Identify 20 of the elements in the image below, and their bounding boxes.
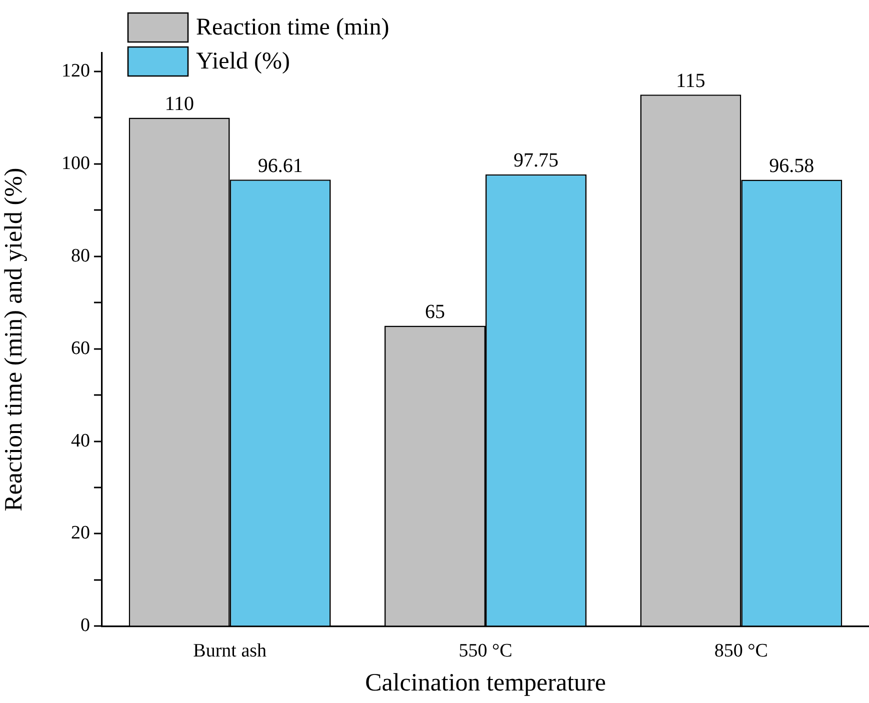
data-label: 65 <box>425 300 446 323</box>
x-axis-title: Calcination temperature <box>365 670 606 697</box>
y-tick-label: 100 <box>62 152 90 174</box>
data-label: 96.58 <box>769 155 814 177</box>
y-tick-label: 20 <box>71 522 90 544</box>
data-label: 110 <box>164 92 194 115</box>
data-label: 96.61 <box>258 154 303 177</box>
data-label: 97.75 <box>513 150 558 172</box>
x-tick-label: 850 °C <box>714 640 768 662</box>
legend-label: Yield (%) <box>196 48 290 74</box>
y-tick-label: 0 <box>80 615 90 636</box>
data-label: 115 <box>676 70 706 92</box>
y-tick-label: 120 <box>62 60 90 82</box>
x-tick-label: Burnt ash <box>193 640 268 662</box>
legend-label: Reaction time (min) <box>196 14 390 40</box>
y-tick-label: 60 <box>71 338 90 359</box>
y-axis-title: Reaction time (min) and yield (%) <box>0 168 28 512</box>
y-tick-label: 80 <box>71 245 90 266</box>
x-tick-label: 550 °C <box>458 640 512 662</box>
y-tick-label: 40 <box>71 430 90 452</box>
